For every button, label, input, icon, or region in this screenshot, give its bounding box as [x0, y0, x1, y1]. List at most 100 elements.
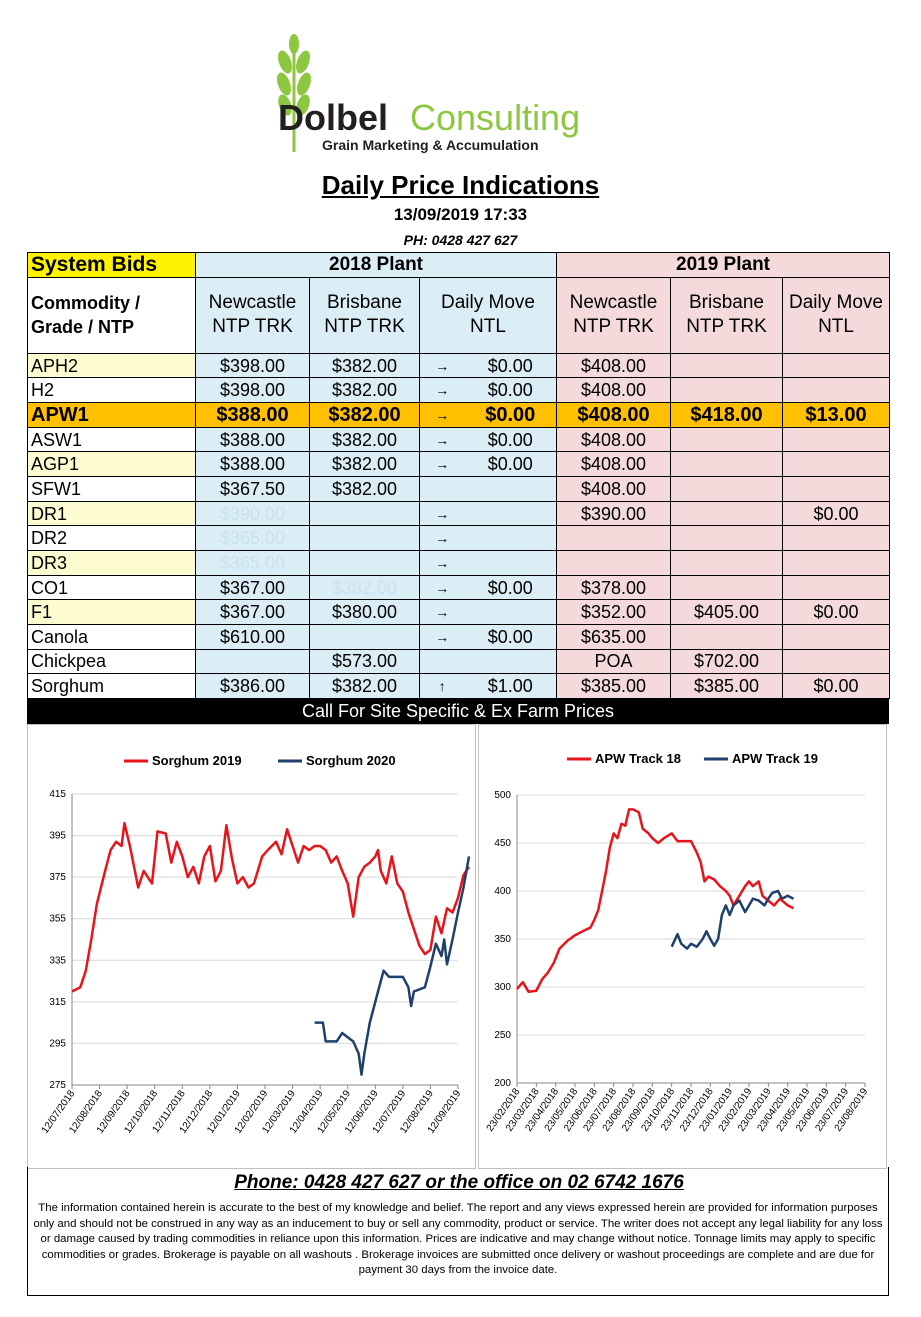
- y-tick-label: 415: [49, 789, 66, 800]
- newcastle-2018-cell: $386.00: [195, 673, 310, 699]
- brisbane-2019-cell: $405.00: [670, 599, 783, 625]
- table-row: SFW1 $367.50 $382.00 $408.00: [27, 476, 891, 502]
- series-line-0: [516, 808, 795, 994]
- move-arrow-cell: →: [419, 623, 465, 650]
- series-line-1: [314, 856, 471, 1076]
- table-row: F1 $367.00 $380.00 → $352.00 $405.00 $0.00: [27, 599, 891, 625]
- table-row: APW1 $388.00 $382.00 → $0.00 $408.00 $418.00 $1…: [27, 402, 891, 428]
- grade-cell: APW1: [27, 402, 196, 428]
- y-tick-label: 395: [49, 831, 66, 842]
- move-2019-cell: [781, 550, 891, 576]
- brisbane-2019-cell: $418.00: [670, 402, 783, 428]
- apw-track-chart: 500 450 400 350 300 250 200 23/02/2018 23/03/201…: [478, 724, 887, 1169]
- newcastle-2019-cell: $385.00: [556, 673, 671, 699]
- grade-cell: DR2: [27, 525, 196, 552]
- move-arrow-cell: →: [419, 426, 465, 453]
- brisbane-2019-cell: [670, 451, 783, 478]
- brisbane-2019-cell: [670, 525, 783, 552]
- move-2019-cell: $0.00: [781, 500, 891, 527]
- y-tick-label: 315: [49, 997, 66, 1008]
- brisbane-2019-cell: [670, 550, 783, 576]
- newcastle-2018-cell: $367.00: [195, 599, 310, 625]
- series-line-0: [71, 821, 471, 993]
- system-bids-label: System Bids: [27, 252, 196, 278]
- move-arrow-cell: →: [419, 402, 465, 428]
- col-newcastle-2019-header: Newcastle NTP TRK: [556, 276, 671, 354]
- move-2019-cell: [781, 623, 891, 650]
- brisbane-2019-cell: [670, 352, 783, 379]
- newcastle-2019-cell: $352.00: [556, 599, 671, 625]
- newcastle-2019-cell: [556, 525, 671, 552]
- newcastle-2018-cell: $365.00: [195, 525, 310, 552]
- grade-cell: APH2: [27, 352, 196, 379]
- newcastle-2018-cell: $367.00: [195, 574, 310, 601]
- move-2018-cell: $0.00: [464, 377, 557, 404]
- logo-text-consulting: Consulting: [410, 97, 580, 138]
- newcastle-2019-cell: $635.00: [556, 623, 671, 650]
- move-2019-cell: [781, 377, 891, 404]
- move-2018-cell: $0.00: [464, 623, 557, 650]
- newcastle-2018-cell: $365.00: [195, 550, 310, 576]
- legend-label: APW Track 18: [595, 751, 681, 766]
- move-2019-cell: [781, 451, 891, 478]
- brisbane-2018-cell: $382.00: [309, 673, 420, 699]
- grade-cell: DR1: [27, 500, 196, 527]
- table-row: DR3 $365.00 →: [27, 550, 891, 576]
- col-brisbane-2018-header: Brisbane NTP TRK: [309, 276, 420, 354]
- move-2019-cell: [781, 648, 891, 675]
- newcastle-2018-cell: $367.50: [195, 476, 310, 502]
- newcastle-2019-cell: POA: [556, 648, 671, 675]
- sorghum-chart: 415 395 375 355 335 315 295 275 12/07/2018 12/08/…: [27, 724, 476, 1169]
- call-banner: Call For Site Specific & Ex Farm Prices: [27, 699, 889, 724]
- footer-phone: Phone: 0428 427 627 or the office on 02 …: [234, 1172, 684, 1193]
- move-2018-cell: [464, 525, 557, 552]
- table-row: Chickpea $573.00 POA $702.00: [27, 648, 891, 675]
- brisbane-2018-cell: $380.00: [309, 599, 420, 625]
- newcastle-2019-cell: $408.00: [556, 426, 671, 453]
- move-2019-cell: $0.00: [781, 599, 891, 625]
- newcastle-2019-cell: $408.00: [556, 476, 671, 502]
- footer-frame: [27, 1167, 889, 1296]
- grade-cell: H2: [27, 377, 196, 404]
- group-2018-plant: 2018 Plant: [195, 252, 557, 278]
- grade-cell: SFW1: [27, 476, 196, 502]
- brisbane-2019-cell: [670, 377, 783, 404]
- brisbane-2018-cell: $382.00: [309, 426, 420, 453]
- brisbane-2019-cell: [670, 426, 783, 453]
- newcastle-2018-cell: $398.00: [195, 352, 310, 379]
- move-arrow-cell: →: [419, 352, 465, 379]
- brisbane-2019-cell: [670, 500, 783, 527]
- move-2019-cell: [781, 426, 891, 453]
- col-brisbane-2019-header: Brisbane NTP TRK: [670, 276, 783, 354]
- grade-cell: Canola: [27, 623, 196, 650]
- y-tick-label: 350: [494, 934, 511, 945]
- col-move-2019-header: Daily Move NTL: [781, 276, 891, 354]
- newcastle-2019-cell: $408.00: [556, 451, 671, 478]
- move-2018-cell: $0.00: [464, 451, 557, 478]
- col-move-2018-header: Daily Move NTL: [419, 276, 557, 354]
- brisbane-2018-cell: [309, 525, 420, 552]
- dolbel-consulting-logo: Dolbel Consulting Grain Marketing & Accu…: [277, 34, 580, 153]
- group-2019-plant: 2019 Plant: [555, 252, 891, 278]
- legend-label: APW Track 19: [732, 751, 818, 766]
- move-2018-cell: [464, 648, 557, 675]
- logo-tagline: Grain Marketing & Accumulation: [322, 137, 539, 153]
- move-2019-cell: [781, 352, 891, 379]
- newcastle-2019-cell: $408.00: [556, 352, 671, 379]
- logo-text-dolbel: Dolbel: [278, 97, 388, 138]
- move-2018-cell: [464, 476, 557, 502]
- grade-cell: Sorghum: [27, 673, 196, 699]
- header-phone: PH: 0428 427 627: [403, 232, 518, 248]
- move-arrow-cell: →: [419, 525, 465, 552]
- move-arrow-cell: →: [419, 550, 465, 576]
- brisbane-2018-cell: $382.00: [309, 476, 420, 502]
- newcastle-2018-cell: $388.00: [195, 426, 310, 453]
- table-row: Sorghum $386.00 $382.00 ↑ $1.00 $385.00 $385.0…: [27, 673, 891, 699]
- newcastle-2018-cell: [195, 648, 310, 675]
- brisbane-2018-cell: [309, 500, 420, 527]
- newcastle-2018-cell: $610.00: [195, 623, 310, 650]
- col-newcastle-2018-header: Newcastle NTP TRK: [195, 276, 310, 354]
- brisbane-2018-cell: [309, 623, 420, 650]
- brisbane-2019-cell: [670, 574, 783, 601]
- newcastle-2018-cell: $388.00: [195, 402, 310, 428]
